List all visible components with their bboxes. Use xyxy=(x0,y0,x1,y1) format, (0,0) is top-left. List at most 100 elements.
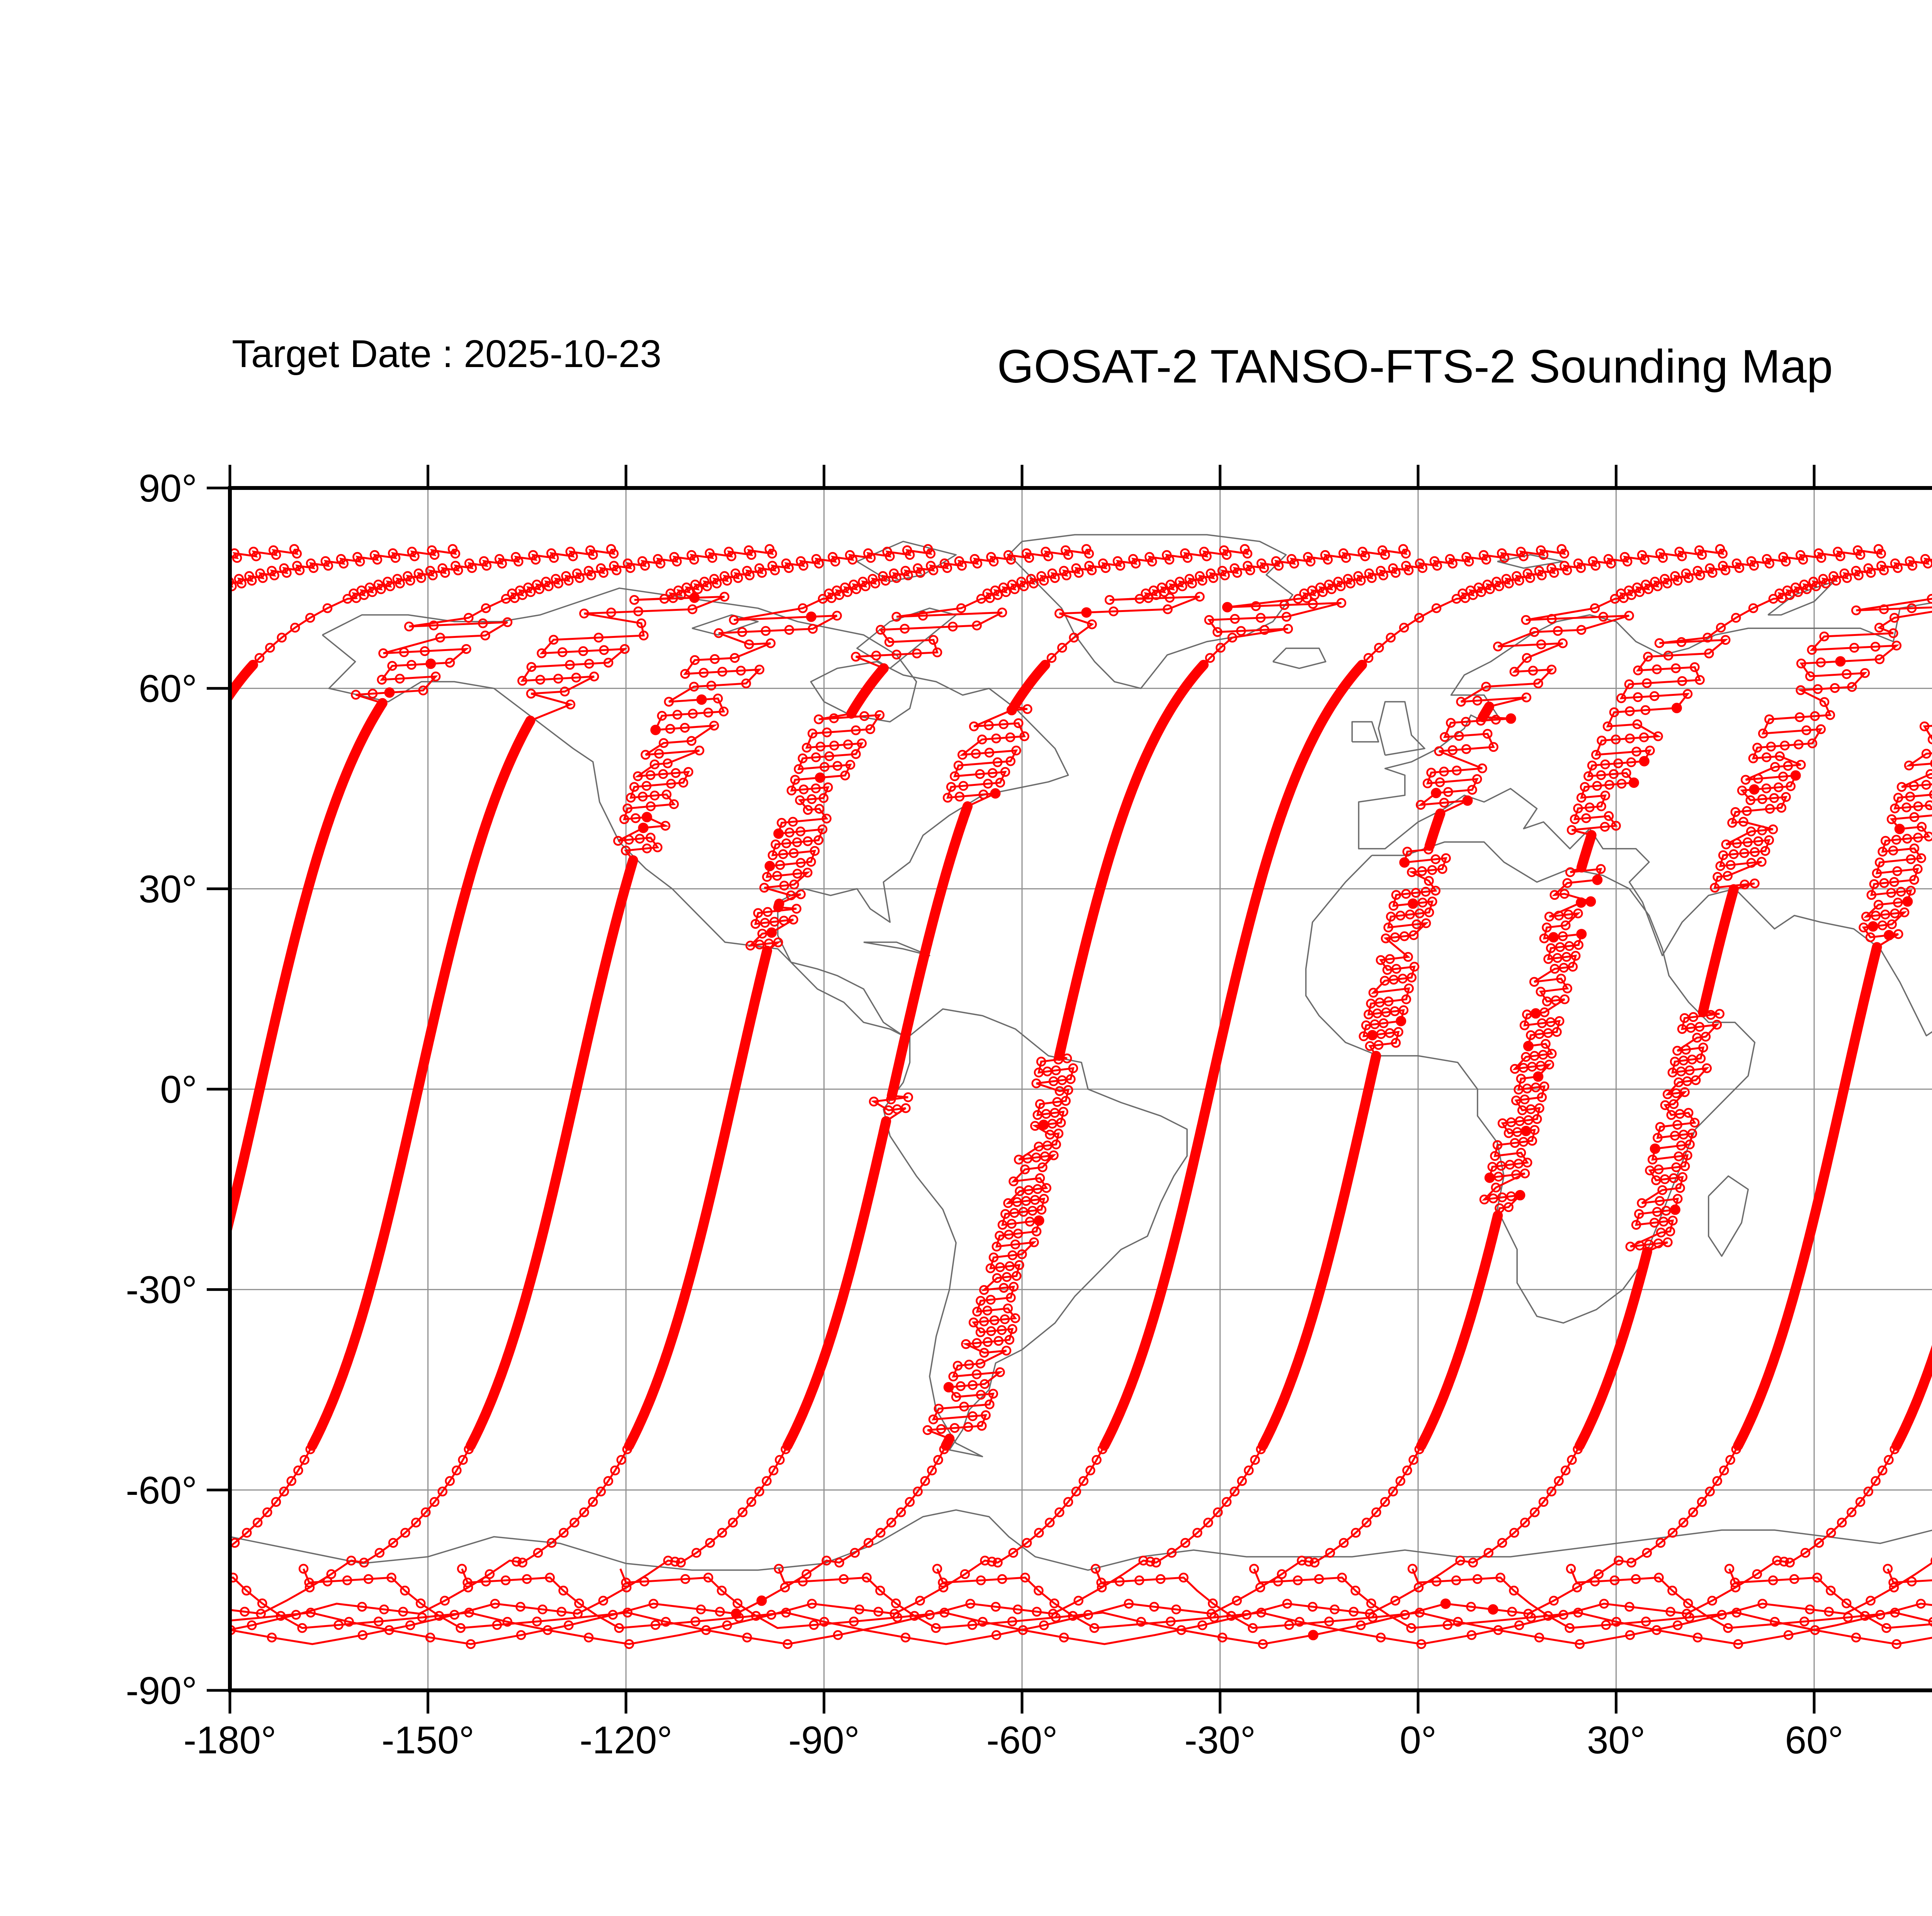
coastlines xyxy=(230,534,1932,1571)
orbit-track-11 xyxy=(774,721,1932,1649)
orbit-track-12 xyxy=(932,1345,1932,1649)
orbit-track-14 xyxy=(0,544,461,1446)
orbit-track-15 xyxy=(1407,1564,1932,1649)
orbit-track-13 xyxy=(1090,1557,1932,1649)
sounding-circles xyxy=(1883,1564,1917,1588)
orbit-track-8 xyxy=(298,544,1886,1649)
sounding-tracks xyxy=(0,544,1932,1649)
sounding-circles xyxy=(1566,1564,1932,1633)
sounding-circles xyxy=(351,544,777,700)
figure-title: GOSAT-2 TANSO-FTS-2 Sounding Map xyxy=(997,340,1833,393)
sounding-circles xyxy=(774,721,1932,1649)
sounding-circles xyxy=(1249,1564,1926,1649)
track-connector-line xyxy=(1887,1568,1932,1584)
track-glint-thick-line xyxy=(1258,701,1494,1451)
target-date-label: Target Date : 2025-10-23 xyxy=(232,332,662,376)
x-tick-label: -150° xyxy=(381,1719,474,1762)
track-connector-line xyxy=(619,598,1932,1645)
sounding-circles xyxy=(254,544,619,663)
y-tick-label: 0° xyxy=(160,1068,197,1111)
orbit-track-4 xyxy=(230,544,1253,1631)
track-glint-thick-line xyxy=(624,663,889,1451)
orbit-track-9 xyxy=(457,554,1932,1645)
sounding-circles-dense xyxy=(1308,824,1913,1641)
coastline-iceland xyxy=(1272,648,1327,669)
track-connector-line xyxy=(936,1357,1932,1645)
sounding-circles-dense xyxy=(764,772,825,938)
track-glint-thick-line xyxy=(0,696,70,1446)
track-glint-thick-line xyxy=(1416,830,1597,1451)
axis-tick-labels: -180°-150°-120°-90°-60°-30°0°30°60°90°12… xyxy=(126,467,1843,1762)
sounding-circles xyxy=(1090,1557,1932,1649)
track-glint-thick-line xyxy=(782,660,1050,1451)
x-tick-label: 60° xyxy=(1785,1719,1843,1762)
track-glint-thick-line xyxy=(230,660,258,704)
sounding-circles xyxy=(1407,1564,1902,1649)
y-tick-label: 30° xyxy=(139,867,197,911)
track-glint-thick-line xyxy=(1733,942,1882,1451)
coastline-africa xyxy=(1305,841,1756,1324)
sounding-circles xyxy=(230,544,1411,1642)
y-tick-label: 60° xyxy=(139,667,197,711)
coastline-madagascar xyxy=(1708,1175,1749,1257)
orbit-track-1 xyxy=(230,544,777,1239)
sounding-circles xyxy=(230,544,302,563)
sounding-circles-dense xyxy=(638,611,816,833)
y-tick-label: -90° xyxy=(126,1669,197,1712)
coastline-ireland xyxy=(1351,721,1379,743)
track-glint-thick-line xyxy=(1099,660,1367,1451)
sounding-circles-dense xyxy=(689,592,700,603)
sounding-circles xyxy=(230,544,1728,1649)
sounding-circles-dense xyxy=(1650,656,1846,1215)
track-connector-line xyxy=(778,725,1932,1645)
track-connector-line xyxy=(1728,1568,1932,1629)
sounding-circles-dense xyxy=(1484,702,1682,1200)
coastline-cuba xyxy=(863,941,930,956)
x-tick-label: -120° xyxy=(580,1719,672,1762)
orbit-track-15 xyxy=(230,544,619,704)
track-glint-thick-line xyxy=(230,698,388,1239)
track-connector-line xyxy=(230,548,774,1222)
sounding-circles xyxy=(457,554,1932,1642)
sounding-circles-dense xyxy=(0,620,173,1259)
track-glint-thick-line xyxy=(1891,1345,1932,1451)
sounding-circles xyxy=(932,1444,1900,1649)
coastline-uk xyxy=(1378,701,1425,756)
sounding-circles-dense xyxy=(731,602,1233,1619)
map-frame-and-ticks xyxy=(207,465,1932,1714)
y-tick-label: -60° xyxy=(126,1469,197,1512)
sounding-circles xyxy=(230,544,461,592)
track-glint-thick-line xyxy=(1575,884,1739,1451)
sounding-circles xyxy=(298,544,1886,1649)
sounding-circles xyxy=(306,544,1570,1649)
orbit-track-14 xyxy=(1249,1564,1932,1649)
track-glint-thick-line xyxy=(941,660,1209,1451)
x-tick-label: 0° xyxy=(1400,1719,1437,1762)
orbit-track-6 xyxy=(230,544,1570,1649)
y-tick-label: 90° xyxy=(139,467,197,510)
coastline-victoria_island xyxy=(692,614,759,636)
sounding-circles-dense xyxy=(1367,713,1516,1040)
sounding-circles-dense xyxy=(990,607,1092,799)
sounding-circles xyxy=(230,544,1094,1619)
coastline-antarctica xyxy=(230,1509,1932,1571)
x-tick-label: 30° xyxy=(1587,1719,1645,1762)
track-glint-thick-line xyxy=(466,855,638,1451)
orbit-track-7 xyxy=(230,544,1728,1649)
orbit-track-13 xyxy=(230,544,302,563)
coastline-eurasia xyxy=(1358,602,1932,1037)
coastline-south_america xyxy=(883,1008,1188,1457)
track-connector-line xyxy=(1570,1568,1932,1629)
x-tick-label: -180° xyxy=(184,1719,276,1762)
orbit-track-3 xyxy=(230,544,1094,1619)
y-tick-label: -30° xyxy=(126,1268,197,1312)
coastline-novaya_zemlya xyxy=(1767,581,1835,616)
x-tick-label: -90° xyxy=(788,1719,860,1762)
orbit-track-3 xyxy=(1883,1564,1932,1588)
orbit-track-10 xyxy=(619,594,1932,1645)
track-connector-line xyxy=(230,548,616,696)
map-frame xyxy=(228,486,1932,1692)
x-tick-label: -30° xyxy=(1184,1719,1256,1762)
track-connector-line xyxy=(461,558,1932,1645)
